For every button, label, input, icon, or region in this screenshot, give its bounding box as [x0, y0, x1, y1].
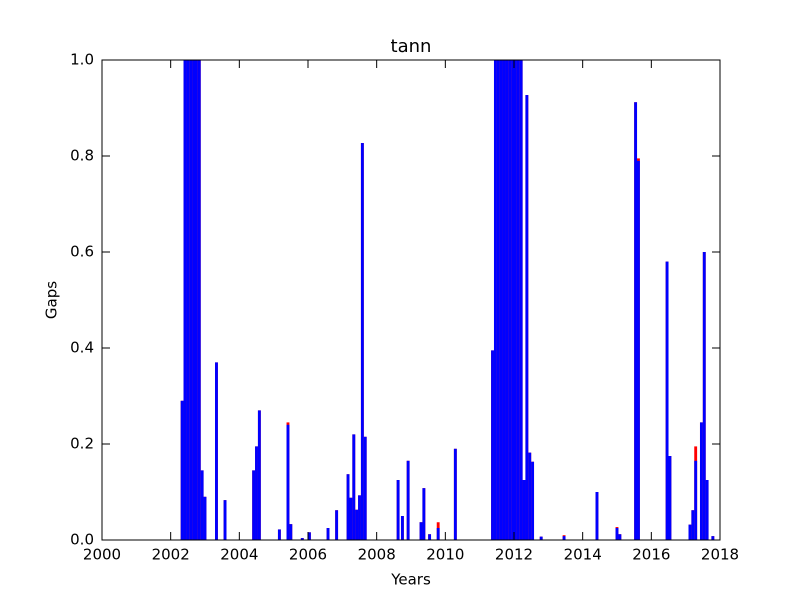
bar — [493, 60, 497, 540]
plot-frame — [101, 59, 721, 541]
bar — [688, 524, 692, 540]
bar — [396, 480, 400, 540]
bar — [349, 497, 353, 540]
bar — [637, 160, 640, 541]
bar — [499, 60, 503, 540]
bar — [422, 488, 426, 540]
bar — [257, 410, 261, 540]
bar — [502, 60, 506, 540]
x-tick-label: 2010 — [426, 546, 464, 564]
bar — [519, 60, 523, 540]
y-axis-label: Gaps — [43, 281, 61, 319]
x-tick-label: 2008 — [358, 546, 396, 564]
x-tick-label: 2014 — [564, 546, 602, 564]
bar — [335, 510, 339, 540]
y-tick-label: 0.8 — [70, 147, 94, 165]
bar — [453, 448, 457, 540]
bars — [180, 60, 715, 541]
bar — [691, 510, 695, 540]
bar — [525, 95, 529, 540]
bar — [634, 102, 638, 541]
y-tick-label: 1.0 — [70, 51, 94, 69]
bar — [215, 362, 218, 540]
bar — [668, 456, 672, 540]
bar — [711, 536, 715, 540]
bar — [522, 480, 526, 540]
bar — [255, 446, 258, 540]
bar — [363, 436, 367, 540]
bar — [308, 532, 311, 540]
y-tick-label: 0.0 — [70, 531, 94, 549]
bar — [352, 434, 356, 540]
bar — [406, 460, 410, 540]
bar — [400, 516, 404, 540]
bar — [200, 470, 204, 540]
bar — [702, 252, 706, 540]
bar — [539, 536, 543, 540]
bar — [618, 534, 622, 540]
y-tick-label: 0.6 — [70, 243, 94, 261]
bar — [289, 524, 293, 540]
bar — [346, 474, 350, 540]
bar — [358, 495, 361, 540]
bar — [615, 528, 619, 540]
x-tick-label: 2000 — [83, 546, 121, 564]
bar — [355, 509, 359, 540]
bar — [252, 470, 256, 540]
x-tick-label: 2016 — [632, 546, 670, 564]
bar — [197, 60, 201, 540]
x-tick-label: 2012 — [495, 546, 533, 564]
bar — [223, 500, 227, 540]
bar — [436, 528, 440, 540]
bar — [516, 60, 520, 540]
bar — [508, 60, 512, 540]
bar — [496, 60, 500, 540]
bar — [286, 424, 290, 540]
bar — [300, 538, 304, 540]
chart-title: tann — [391, 36, 432, 57]
bar — [531, 461, 535, 540]
x-axis-label: Years — [390, 571, 431, 589]
x-tick-label: 2018 — [701, 546, 739, 564]
bar — [419, 522, 423, 540]
bar — [595, 492, 599, 540]
x-tick-label: 2006 — [289, 546, 327, 564]
bar — [186, 60, 190, 540]
bar — [183, 60, 187, 540]
bar — [562, 536, 566, 540]
y-tick-label: 0.4 — [70, 339, 94, 357]
bar — [491, 350, 494, 540]
bar — [699, 422, 703, 540]
bar — [194, 60, 198, 540]
y-tick-label: 0.2 — [70, 435, 94, 453]
x-tick-label: 2002 — [152, 546, 190, 564]
bar — [180, 400, 184, 540]
bar — [192, 60, 195, 540]
bar — [665, 261, 669, 540]
bar — [189, 60, 193, 540]
bar — [428, 534, 432, 540]
x-tick-label: 2004 — [220, 546, 258, 564]
bar — [505, 60, 509, 540]
bar — [705, 480, 709, 540]
bar — [511, 60, 515, 540]
bar — [326, 528, 330, 540]
bar — [514, 60, 517, 540]
bar — [277, 529, 281, 540]
bar — [528, 452, 532, 540]
bar — [694, 460, 698, 540]
bar — [203, 496, 207, 540]
bar — [360, 143, 364, 541]
